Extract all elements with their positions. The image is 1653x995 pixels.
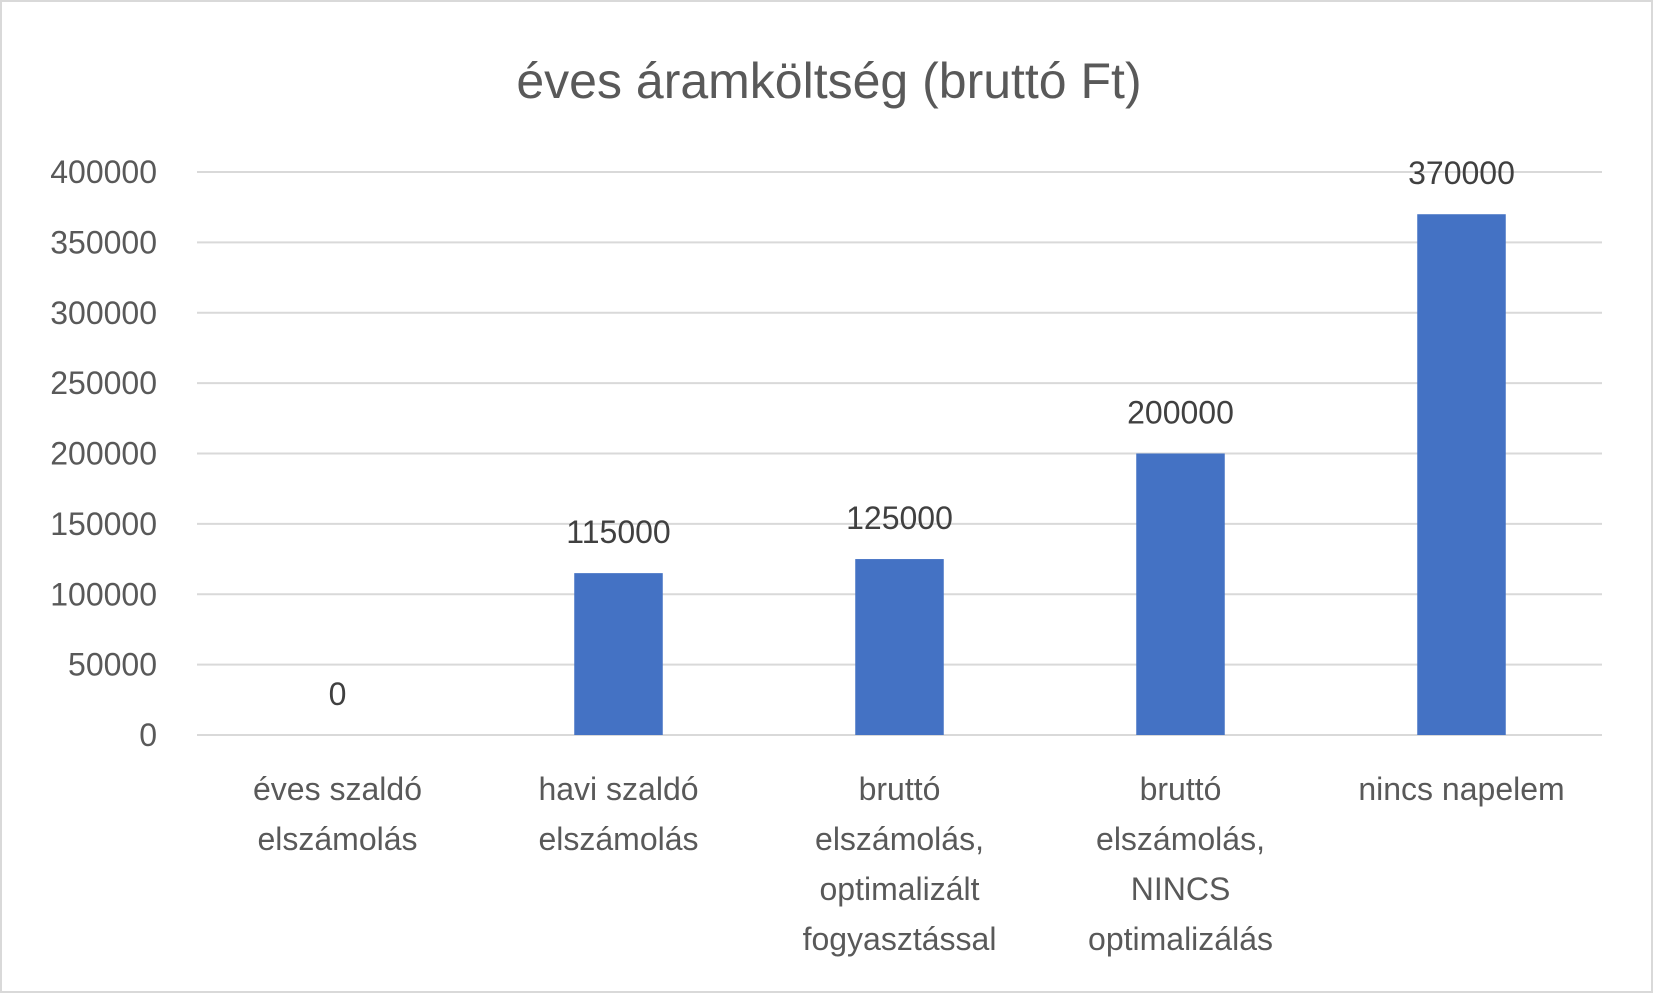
- bar: [574, 573, 663, 735]
- bar: [855, 559, 944, 735]
- category-label-line: éves szaldó: [253, 771, 422, 807]
- y-tick-label: 300000: [50, 295, 157, 331]
- y-tick-label: 250000: [50, 365, 157, 401]
- category-label-line: nincs napelem: [1358, 771, 1564, 807]
- category-label: bruttó elszámolás, optimalizált fogyasztáss…: [803, 771, 997, 957]
- category-label-line: elszámolás,: [815, 821, 984, 857]
- data-label: 0: [329, 676, 347, 712]
- bars: [574, 214, 1506, 736]
- category-label-line: bruttó: [859, 771, 941, 807]
- bar: [1417, 214, 1506, 736]
- y-tick-label: 0: [139, 717, 157, 753]
- category-label-line: bruttó: [1140, 771, 1222, 807]
- y-tick-label: 350000: [50, 224, 157, 260]
- y-tick-label: 200000: [50, 436, 157, 472]
- data-label: 370000: [1408, 155, 1515, 191]
- category-label: éves szaldó elszámolás: [253, 771, 422, 857]
- category-label-line: NINCS: [1131, 871, 1231, 907]
- category-label-line: optimalizált: [819, 871, 979, 907]
- chart-title: éves áramköltség (bruttó Ft): [516, 53, 1141, 109]
- category-label: havi szaldó elszámolás: [538, 771, 698, 857]
- y-tick-label: 400000: [50, 154, 157, 190]
- bar: [1136, 453, 1225, 735]
- y-tick-label: 150000: [50, 506, 157, 542]
- category-label-line: elszámolás,: [1096, 821, 1265, 857]
- y-tick-label: 100000: [50, 576, 157, 612]
- y-tick-label: 50000: [68, 647, 157, 683]
- gridlines: [197, 171, 1602, 736]
- category-label: nincs napelem: [1358, 771, 1564, 807]
- category-label-line: optimalizálás: [1088, 921, 1273, 957]
- category-label-line: fogyasztással: [803, 921, 997, 957]
- x-axis-categories: éves szaldó elszámolás havi szaldó elszámol…: [253, 771, 1565, 957]
- category-label-line: havi szaldó: [538, 771, 698, 807]
- category-label: bruttó elszámolás, NINCS optimalizálás: [1088, 771, 1273, 957]
- data-label: 200000: [1127, 395, 1234, 431]
- y-axis-ticks: 0 50000 100000 150000 200000 250000 300000 3500…: [50, 154, 157, 753]
- data-label: 125000: [846, 500, 953, 536]
- data-label: 115000: [566, 514, 670, 550]
- category-label-line: elszámolás: [257, 821, 417, 857]
- category-label-line: elszámolás: [538, 821, 698, 857]
- data-labels: 0 115000 125000 200000 370000: [329, 155, 1515, 712]
